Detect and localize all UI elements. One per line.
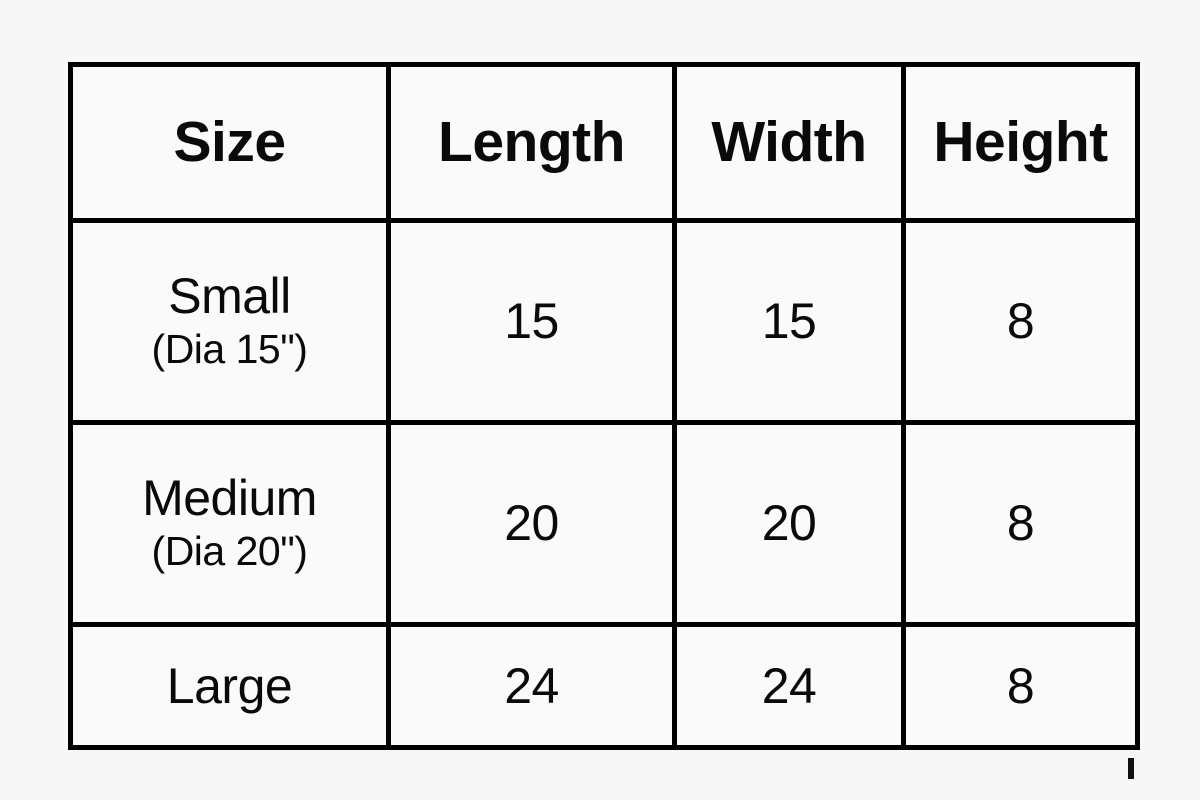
cell-height-small: 8 [901, 218, 1140, 425]
cell-length-large: 24 [386, 622, 677, 750]
table-row: Medium (Dia 20") 20 20 8 [68, 420, 1140, 627]
size-name-label: Medium [142, 470, 317, 527]
column-header-width: Width [672, 62, 906, 223]
size-name-label: Small [168, 268, 291, 325]
cell-size-large: Large [68, 622, 391, 750]
cell-width-large: 24 [672, 622, 906, 750]
table-header-row: Size Length Width Height [68, 62, 1140, 223]
cell-height-large: 8 [901, 622, 1140, 750]
cell-length-medium: 20 [386, 420, 677, 627]
size-chart-table: Size Length Width Height Small (Dia 15")… [68, 62, 1140, 750]
cell-height-medium: 8 [901, 420, 1140, 627]
size-note-label: (Dia 15") [151, 326, 308, 373]
cell-size-small: Small (Dia 15") [68, 218, 391, 425]
column-header-size: Size [68, 62, 391, 223]
table-row: Small (Dia 15") 15 15 8 [68, 218, 1140, 425]
cell-width-medium: 20 [672, 420, 906, 627]
cell-length-small: 15 [386, 218, 677, 425]
size-note-label: (Dia 20") [151, 528, 308, 575]
column-header-height: Height [901, 62, 1140, 223]
table-row: Large 24 24 8 [68, 622, 1140, 750]
size-name-label: Large [166, 658, 293, 714]
column-header-length: Length [386, 62, 677, 223]
cell-size-medium: Medium (Dia 20") [68, 420, 391, 627]
corner-mark-icon [1128, 758, 1134, 779]
cell-width-small: 15 [672, 218, 906, 425]
